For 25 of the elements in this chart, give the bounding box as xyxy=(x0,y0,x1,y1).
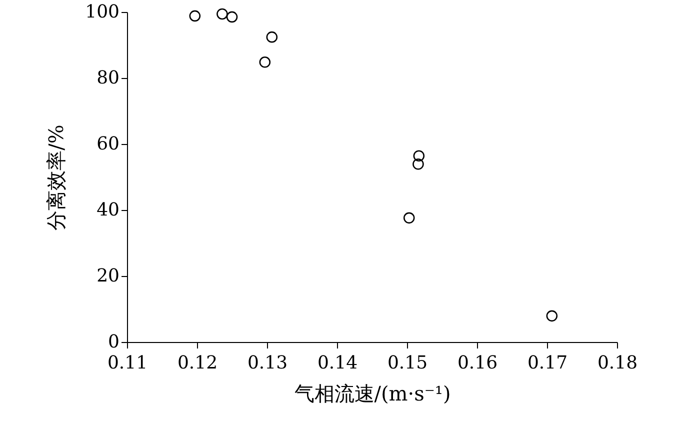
point xyxy=(226,11,238,23)
point xyxy=(403,212,415,224)
y-axis-title: 分离效率/% xyxy=(44,124,68,230)
x-tick-label: 0.18 xyxy=(597,352,638,374)
point xyxy=(412,158,424,170)
point xyxy=(259,56,271,68)
x-axis-title: 气相流速/(m·s⁻¹) xyxy=(294,382,451,406)
y-tick-label: 60 xyxy=(96,134,120,154)
x-tick-label: 0.14 xyxy=(317,352,358,374)
point xyxy=(216,8,228,20)
x-tick-label: 0.12 xyxy=(177,352,218,374)
y-tick-label: 0 xyxy=(108,332,120,352)
point xyxy=(546,310,558,322)
x-tick-label: 0.16 xyxy=(457,352,498,374)
point xyxy=(266,31,278,43)
x-tick-label: 0.13 xyxy=(247,352,288,374)
x-tick-label: 0.11 xyxy=(107,352,148,374)
y-tick-label: 100 xyxy=(85,2,120,22)
y-tick-label: 80 xyxy=(96,68,120,88)
y-tick-label: 40 xyxy=(96,200,120,220)
y-tick-label: 20 xyxy=(96,266,120,286)
point xyxy=(189,10,201,22)
x-tick-label: 0.15 xyxy=(387,352,428,374)
point xyxy=(413,150,425,162)
x-tick-label: 0.17 xyxy=(527,352,568,374)
